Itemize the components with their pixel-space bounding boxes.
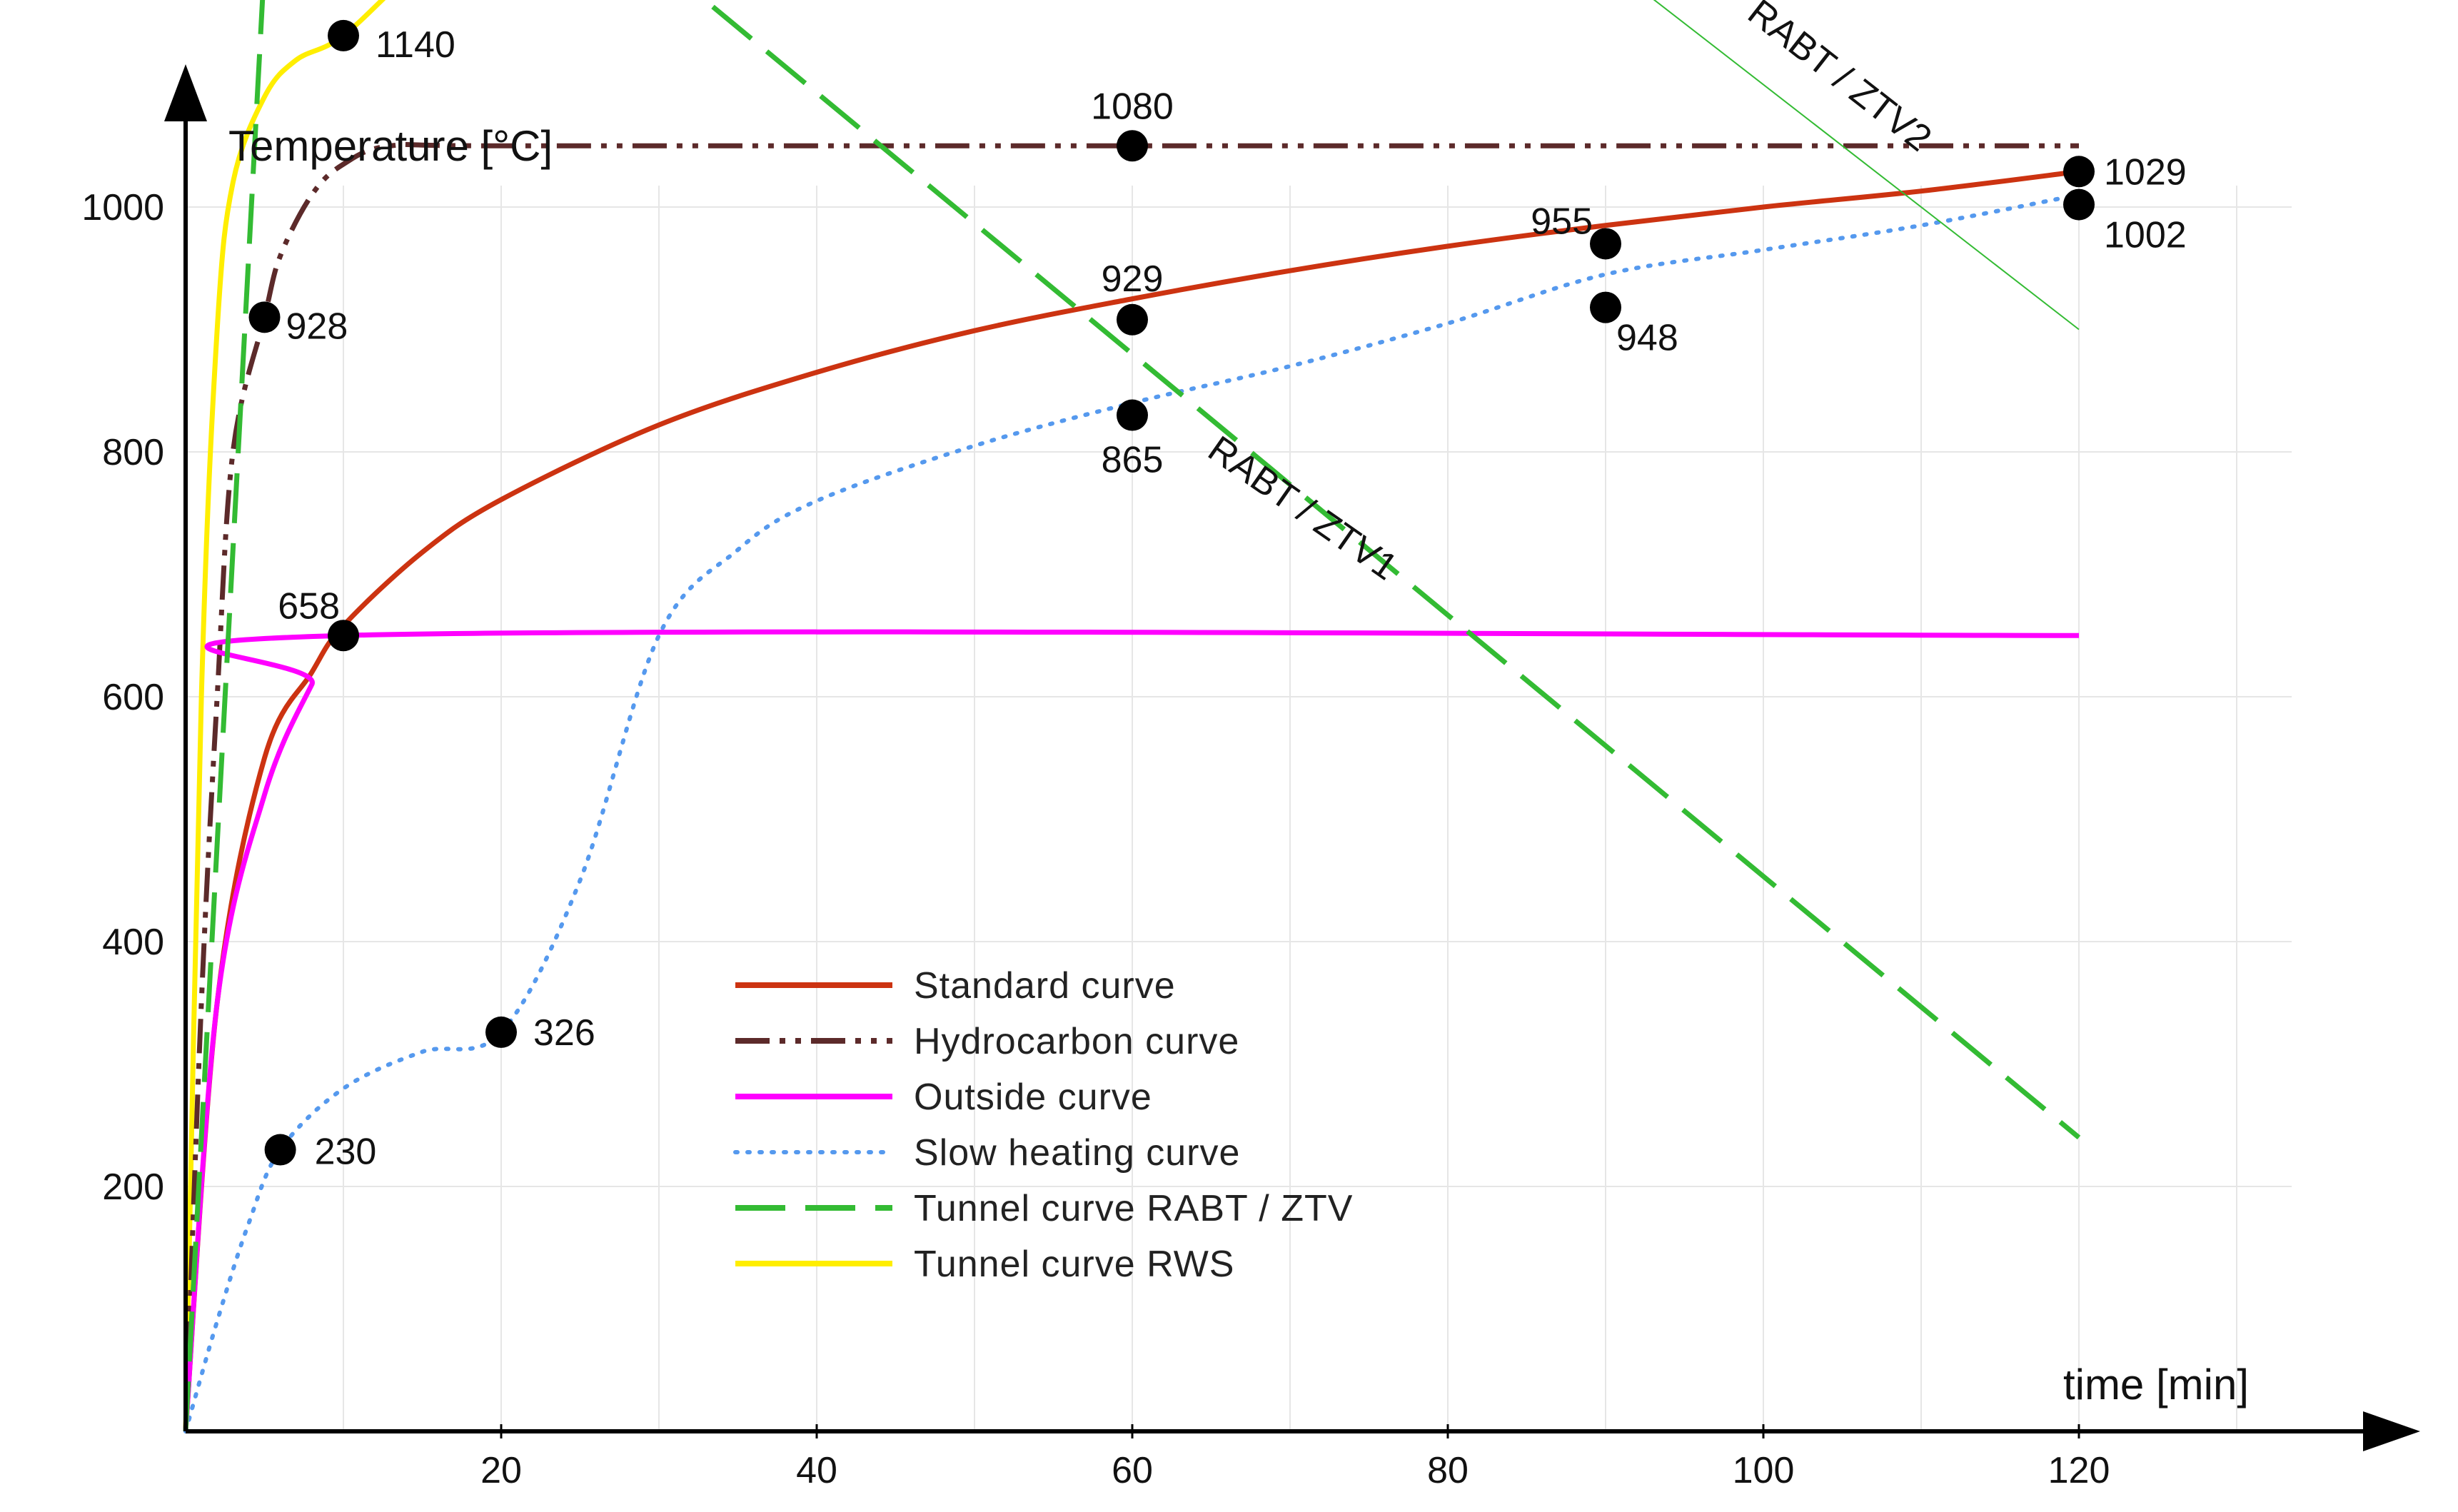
series-line-outside-curve [183, 629, 2080, 1432]
y-tick-label: 600 [102, 677, 164, 718]
data-point-label: 948 [1616, 318, 1678, 359]
data-point-marker [2063, 156, 2095, 188]
data-point-label: 658 [278, 585, 340, 627]
x-axis-title: time [min] [2063, 1361, 2249, 1408]
data-point-marker [1590, 228, 1621, 260]
data-point-label: 865 [1102, 440, 1164, 481]
labels-layer: 1200114013501300120010809286589299551029… [278, 0, 2187, 1173]
legend-label: Tunnel curve RABT / ZTV [914, 1188, 1353, 1229]
x-tick-label: 40 [796, 1450, 837, 1491]
data-point-marker [328, 19, 359, 51]
data-point-label: 929 [1102, 258, 1164, 300]
series-line-slow-heating-curve [183, 192, 2081, 1433]
x-tick-label: 80 [1427, 1450, 1469, 1491]
x-tick-label: 120 [2048, 1450, 2110, 1491]
data-point-label: 1029 [2104, 151, 2187, 193]
data-point-marker [248, 301, 281, 333]
data-point-marker [1117, 130, 1148, 162]
data-point-label: 326 [533, 1012, 595, 1054]
legend-label: Outside curve [914, 1077, 1152, 1118]
axes: 20406080100120200400600800100012001400Te… [81, 64, 2420, 1491]
markers-layer [248, 19, 2095, 1166]
grid [186, 186, 2292, 1431]
data-point-marker [264, 1134, 296, 1166]
data-point-label: 1002 [2104, 215, 2187, 256]
legend-label: Hydrocarbon curve [914, 1021, 1239, 1062]
data-point-label: 955 [1531, 201, 1593, 242]
data-point-marker [2063, 188, 2095, 221]
legend-label: Tunnel curve RWS [914, 1244, 1235, 1285]
y-tick-label: 200 [102, 1166, 164, 1208]
x-tick-label: 100 [1733, 1450, 1795, 1491]
x-tick-label: 20 [480, 1450, 522, 1491]
data-point-marker [328, 620, 359, 652]
legend: Standard curve Hydrocarbon curve Outside c… [733, 965, 1353, 1285]
x-tick-label: 60 [1112, 1450, 1153, 1491]
y-tick-label: 800 [102, 432, 164, 473]
data-point-label: 1080 [1091, 86, 1174, 127]
legend-label: Slow heating curve [914, 1132, 1240, 1174]
data-point-label: 1140 [376, 24, 455, 66]
legend-label: Standard curve [914, 965, 1176, 1007]
data-point-label: 928 [286, 306, 348, 347]
data-point-marker [1117, 399, 1148, 431]
data-point-marker [1590, 291, 1621, 323]
data-point-label: 230 [315, 1132, 377, 1173]
y-tick-label: 400 [102, 922, 164, 963]
annotation-rabt-ztv2: RABT / ZTV2 [1740, 0, 1939, 160]
series-line-tunnel-curve-rabt-ztv [183, 0, 266, 1432]
data-point-marker [1117, 303, 1148, 336]
data-point-marker [485, 1016, 517, 1048]
series-line-tunnel-curve-rws [183, 0, 386, 1432]
series-branch-rabt-ztv2 [1653, 0, 2080, 331]
series-line-standard-curve [183, 168, 2080, 1432]
y-tick-label: 1000 [81, 187, 164, 228]
series-layer [183, 0, 2081, 1433]
series-branch-rabt-ztv1 [700, 0, 2081, 1140]
y-axis-arrow-icon [164, 64, 207, 121]
x-axis-arrow-icon [2363, 1411, 2420, 1451]
y-axis-title: Temperature [°C] [228, 122, 553, 170]
